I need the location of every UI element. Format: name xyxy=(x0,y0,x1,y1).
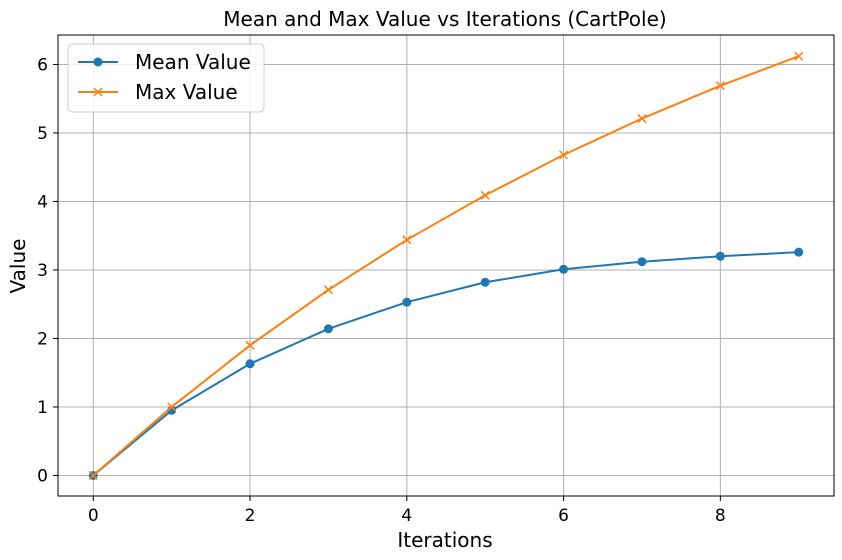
y-tick-label: 5 xyxy=(37,124,48,144)
max-value-point xyxy=(637,114,647,124)
max-value-point xyxy=(245,340,255,350)
x-marker-stroke xyxy=(323,285,333,295)
y-tick-label: 2 xyxy=(37,329,48,349)
x-marker-stroke xyxy=(480,190,490,200)
legend-swatch-marker xyxy=(93,57,103,67)
max-value-point xyxy=(167,402,177,412)
mean-value-point xyxy=(559,264,569,274)
y-tick-label: 4 xyxy=(37,192,48,212)
legend-item-max-value: Max Value xyxy=(78,80,238,104)
tick-layer: 0 2 4 6 8 0 1 2 3 4 5 6 xyxy=(37,55,726,526)
legend-item-mean-value: Mean Value xyxy=(78,50,251,74)
x-marker-stroke xyxy=(245,340,255,350)
x-marker-stroke xyxy=(93,87,103,97)
x-tick-label: 8 xyxy=(715,506,726,526)
series-mean-value xyxy=(88,247,804,480)
max-value-point xyxy=(480,190,490,200)
mean-value-point xyxy=(637,257,647,267)
y-tick-label: 0 xyxy=(37,466,48,486)
series-layer xyxy=(88,51,804,480)
x-marker-stroke xyxy=(637,114,647,124)
max-value-point xyxy=(323,285,333,295)
x-tick-label: 2 xyxy=(245,506,256,526)
x-tick-label: 6 xyxy=(558,506,569,526)
x-marker-stroke xyxy=(715,81,725,91)
max-value-point xyxy=(88,470,98,480)
max-value-line xyxy=(92,55,800,477)
mean-value-point xyxy=(794,247,804,257)
mean-value-point xyxy=(480,277,490,287)
max-value-point xyxy=(559,150,569,160)
max-value-point xyxy=(402,235,412,245)
mean-value-point xyxy=(402,297,412,307)
series-max-value xyxy=(88,51,804,480)
mean-value-point xyxy=(715,251,725,261)
legend: Mean Value Max Value xyxy=(67,43,265,113)
legend-swatch-marker xyxy=(93,87,103,97)
y-axis-label: Value xyxy=(6,239,30,294)
x-marker-stroke xyxy=(167,402,177,412)
mean-value-point xyxy=(245,359,255,369)
mean-value-line xyxy=(92,251,799,477)
legend-label: Mean Value xyxy=(135,50,251,74)
x-tick-label: 4 xyxy=(401,506,412,526)
x-tick-label: 0 xyxy=(88,506,99,526)
y-tick-label: 3 xyxy=(37,261,48,281)
plot-frame xyxy=(57,34,835,497)
x-marker-stroke xyxy=(402,235,412,245)
x-marker-stroke xyxy=(88,470,98,480)
mean-value-point xyxy=(323,324,333,334)
max-value-point xyxy=(794,51,804,61)
chart-title: Mean and Max Value vs Iterations (CartPo… xyxy=(223,7,666,31)
y-tick-label: 1 xyxy=(37,398,48,418)
x-marker-stroke xyxy=(794,51,804,61)
x-axis-label: Iterations xyxy=(397,528,492,552)
y-tick-label: 6 xyxy=(37,55,48,75)
legend-label: Max Value xyxy=(135,80,238,104)
x-marker-stroke xyxy=(559,150,569,160)
max-value-point xyxy=(715,81,725,91)
